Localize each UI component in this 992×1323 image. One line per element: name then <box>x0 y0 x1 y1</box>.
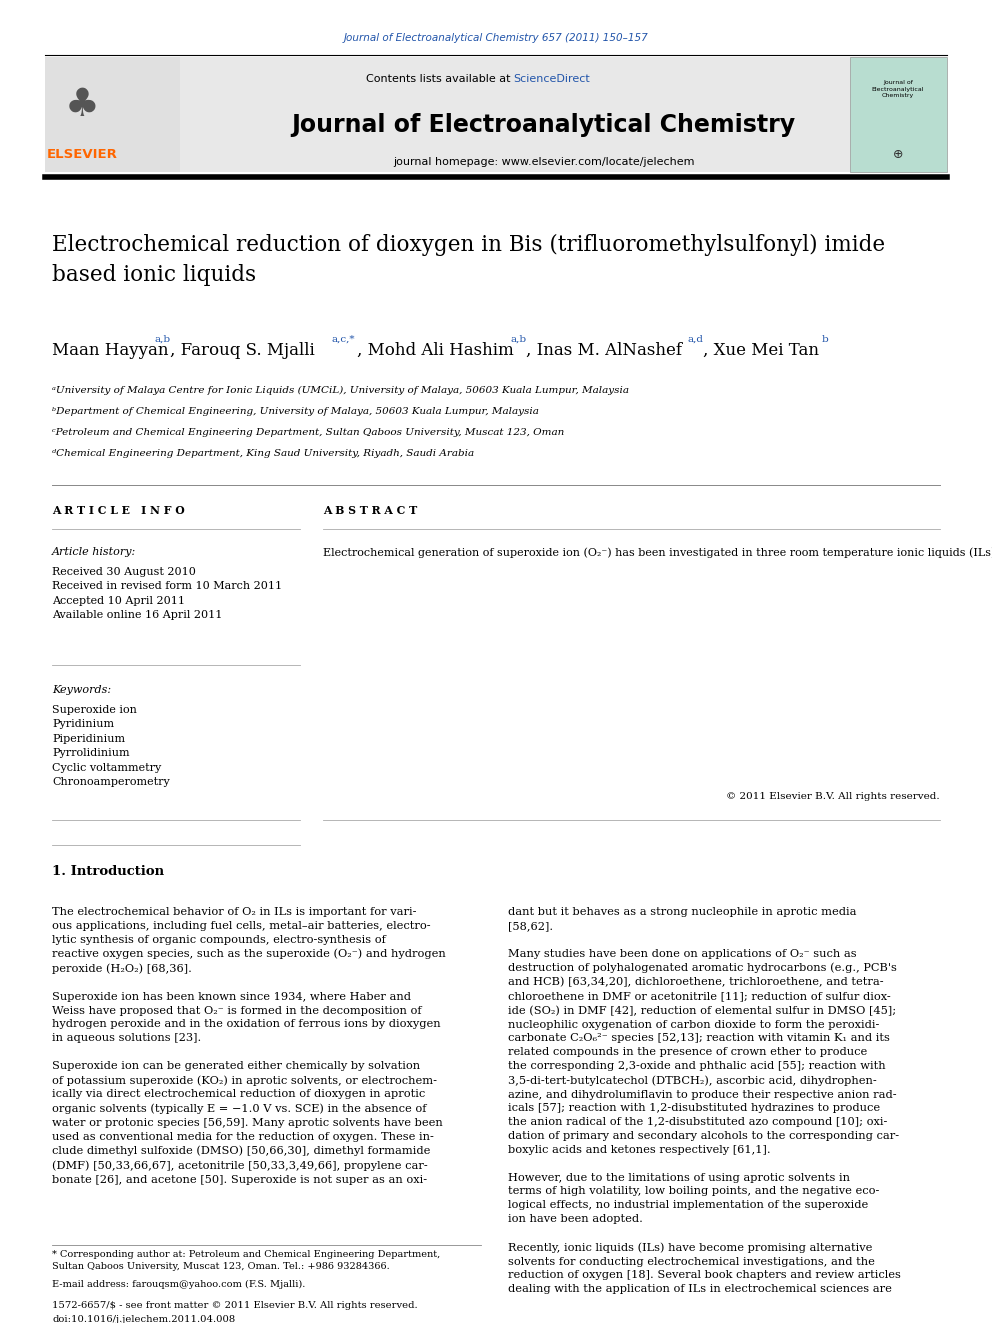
Text: b: b <box>821 335 828 344</box>
Text: dant but it behaves as a strong nucleophile in aprotic media
[58,62].

Many stud: dant but it behaves as a strong nucleoph… <box>508 908 901 1294</box>
Text: ᵇDepartment of Chemical Engineering, University of Malaya, 50603 Kuala Lumpur, M: ᵇDepartment of Chemical Engineering, Uni… <box>52 407 539 415</box>
Text: ♣: ♣ <box>64 86 99 124</box>
Text: ELSEVIER: ELSEVIER <box>47 147 117 160</box>
Text: a,d: a,d <box>687 335 703 344</box>
Text: , Inas M. AlNashef: , Inas M. AlNashef <box>526 343 686 359</box>
Text: Electrochemical reduction of dioxygen in Bis (trifluoromethylsulfonyl) imide
bas: Electrochemical reduction of dioxygen in… <box>52 234 885 286</box>
Bar <box>850 57 947 172</box>
Text: a,c,*: a,c,* <box>331 335 354 344</box>
Text: 1. Introduction: 1. Introduction <box>52 865 164 878</box>
Text: Maan Hayyan: Maan Hayyan <box>52 343 174 359</box>
Text: Superoxide ion
Pyridinium
Piperidinium
Pyrrolidinium
Cyclic voltammetry
Chronoam: Superoxide ion Pyridinium Piperidinium P… <box>52 705 170 787</box>
Text: doi:10.1016/j.jelechem.2011.04.008: doi:10.1016/j.jelechem.2011.04.008 <box>52 1315 235 1323</box>
Bar <box>45 57 947 172</box>
Text: A B S T R A C T: A B S T R A C T <box>323 505 418 516</box>
Text: 1572-6657/$ - see front matter © 2011 Elsevier B.V. All rights reserved.: 1572-6657/$ - see front matter © 2011 El… <box>52 1301 418 1310</box>
Text: ᶜPetroleum and Chemical Engineering Department, Sultan Qaboos University, Muscat: ᶜPetroleum and Chemical Engineering Depa… <box>52 429 564 437</box>
Text: E-mail address: farouqsm@yahoo.com (F.S. Mjalli).: E-mail address: farouqsm@yahoo.com (F.S.… <box>52 1279 306 1289</box>
Text: Article history:: Article history: <box>52 546 136 557</box>
Text: Journal of Electroanalytical Chemistry: Journal of Electroanalytical Chemistry <box>292 112 796 138</box>
Text: * Corresponding author at: Petroleum and Chemical Engineering Department,
Sultan: * Corresponding author at: Petroleum and… <box>52 1250 440 1271</box>
Text: Electrochemical generation of superoxide ion (O₂⁻) has been investigated in thre: Electrochemical generation of superoxide… <box>323 546 992 557</box>
Text: The electrochemical behavior of O₂ in ILs is important for vari-
ous application: The electrochemical behavior of O₂ in IL… <box>52 908 445 1185</box>
Text: , Xue Mei Tan: , Xue Mei Tan <box>702 343 824 359</box>
Text: Received 30 August 2010
Received in revised form 10 March 2011
Accepted 10 April: Received 30 August 2010 Received in revi… <box>52 568 282 620</box>
Text: Journal of Electroanalytical Chemistry 657 (2011) 150–157: Journal of Electroanalytical Chemistry 6… <box>343 33 649 44</box>
Text: a,b: a,b <box>154 335 170 344</box>
Text: Journal of
Electroanalytical
Chemistry: Journal of Electroanalytical Chemistry <box>872 79 925 98</box>
Text: Contents lists available at: Contents lists available at <box>365 74 514 83</box>
Text: journal homepage: www.elsevier.com/locate/jelechem: journal homepage: www.elsevier.com/locat… <box>393 157 694 167</box>
Text: A R T I C L E   I N F O: A R T I C L E I N F O <box>52 505 185 516</box>
Text: ⊕: ⊕ <box>893 147 904 160</box>
Text: © 2011 Elsevier B.V. All rights reserved.: © 2011 Elsevier B.V. All rights reserved… <box>726 792 940 800</box>
Text: , Mohd Ali Hashim: , Mohd Ali Hashim <box>357 343 519 359</box>
Text: , Farouq S. Mjalli: , Farouq S. Mjalli <box>170 343 319 359</box>
Text: Keywords:: Keywords: <box>52 685 111 695</box>
Text: ScienceDirect: ScienceDirect <box>514 74 590 83</box>
Bar <box>45 57 180 172</box>
Text: ᵈChemical Engineering Department, King Saud University, Riyadh, Saudi Arabia: ᵈChemical Engineering Department, King S… <box>52 448 474 458</box>
Text: a,b: a,b <box>510 335 526 344</box>
Text: ᵃUniversity of Malaya Centre for Ionic Liquids (UMCiL), University of Malaya, 50: ᵃUniversity of Malaya Centre for Ionic L… <box>52 386 629 396</box>
